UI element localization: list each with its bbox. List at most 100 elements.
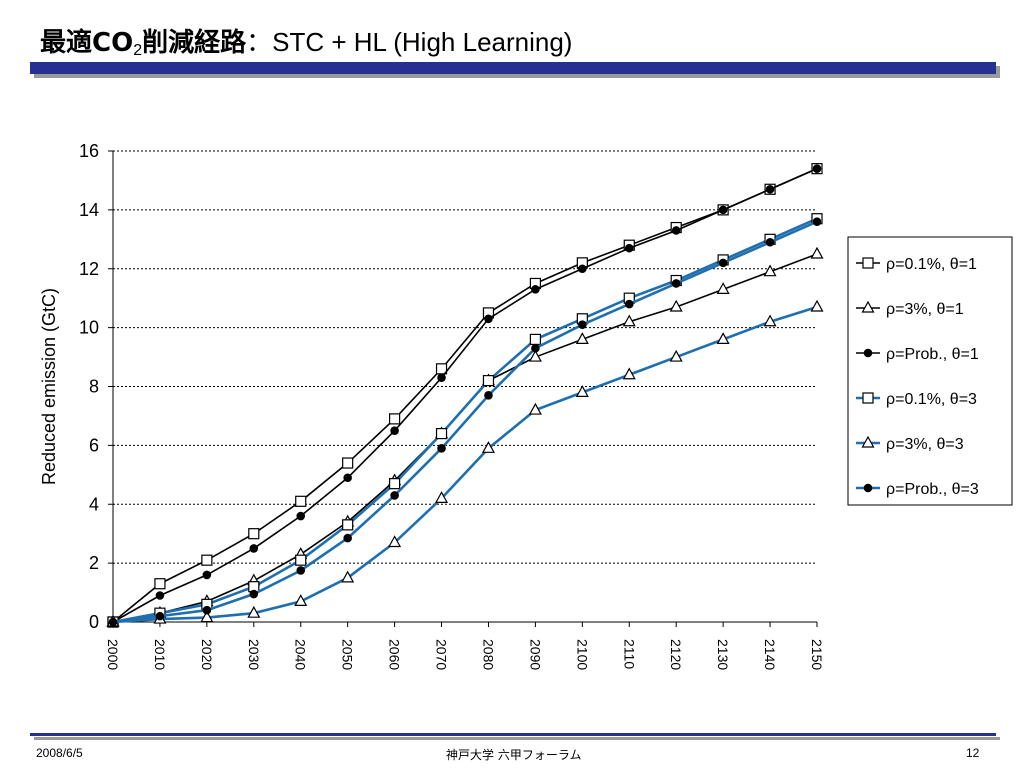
data-point <box>249 544 259 553</box>
x-tick-label: 2100 <box>574 639 590 670</box>
legend-item: ρ=3%, θ=1 <box>856 300 964 318</box>
data-point <box>342 519 354 531</box>
data-point <box>812 164 822 173</box>
legend-item: ρ=0.1%, θ=1 <box>856 256 977 273</box>
data-point <box>578 320 587 329</box>
y-tick-label: 8 <box>89 377 99 397</box>
x-tick-label: 2120 <box>668 639 684 670</box>
x-tick-label: 2130 <box>715 639 731 670</box>
y-tick-label: 16 <box>79 141 99 161</box>
data-point <box>294 594 308 606</box>
data-point <box>202 605 212 615</box>
series-line <box>112 167 818 623</box>
title-japanese-b: 削減経路 <box>142 28 247 58</box>
data-point <box>389 478 401 490</box>
legend-marker <box>861 300 875 313</box>
data-point <box>671 279 681 288</box>
data-point <box>669 299 683 312</box>
data-point <box>437 373 446 382</box>
data-point <box>390 491 399 500</box>
data-point <box>295 554 307 566</box>
x-tick-label: 2150 <box>809 639 825 670</box>
title-english: STC + HL (High Learning) <box>272 27 573 57</box>
legend-item: ρ=Prob., θ=1 <box>856 346 979 363</box>
chart-axes: 0 2 4 6 8 10 12 14 16 2000 2010 2020 2030 2040 2050 206… <box>39 141 825 670</box>
legend-item: ρ=3%, θ=3 <box>856 435 964 453</box>
data-point <box>578 264 587 274</box>
data-point <box>810 299 824 312</box>
series-2 <box>108 164 822 627</box>
data-point <box>531 285 540 294</box>
data-point <box>482 375 495 387</box>
chart-legend: ρ=0.1%, θ=1 ρ=3%, θ=1 ρ=Prob., θ=1 ρ=0.1%, … <box>847 236 1013 506</box>
slide-title: 最適CO2削減経路：STC + HL (High Learning) <box>40 22 572 60</box>
data-point <box>718 258 728 268</box>
data-point <box>435 428 448 440</box>
series-line <box>112 167 818 623</box>
series-line <box>112 305 818 624</box>
x-tick-label: 2110 <box>621 639 637 669</box>
y-tick-label: 6 <box>89 435 99 455</box>
data-point <box>763 264 777 277</box>
series-0 <box>107 163 823 628</box>
x-tick-label: 2090 <box>527 639 543 670</box>
data-point <box>388 535 402 548</box>
data-point <box>575 332 589 344</box>
page-number: 12 <box>966 746 980 760</box>
data-point <box>671 226 681 235</box>
series-1 <box>106 246 824 627</box>
legend-label: ρ=Prob., θ=1 <box>886 346 979 363</box>
y-axis-label: Reduced emission (GtC) <box>39 288 59 485</box>
data-point <box>575 385 589 397</box>
grid-lines <box>113 150 817 564</box>
legend-label: ρ=0.1%, θ=1 <box>886 256 977 273</box>
data-point <box>484 391 493 400</box>
x-tick-label: 2000 <box>105 639 121 670</box>
data-point <box>716 332 730 344</box>
x-tick-label: 2020 <box>199 639 215 670</box>
data-point <box>484 314 493 324</box>
data-point <box>624 299 634 309</box>
y-tick-label: 10 <box>79 318 99 338</box>
data-point <box>718 205 728 215</box>
series-line <box>112 217 818 624</box>
title-divider-bar <box>30 62 996 74</box>
legend-item: ρ=Prob., θ=3 <box>856 481 979 498</box>
legend-label: ρ=3%, θ=3 <box>886 436 964 453</box>
data-point <box>343 473 352 483</box>
data-point <box>155 611 165 621</box>
data-point <box>765 237 775 247</box>
legend-label: ρ=Prob., θ=3 <box>886 481 979 498</box>
data-point <box>622 367 636 380</box>
data-point <box>295 495 307 507</box>
data-point <box>155 591 165 600</box>
chart-series <box>106 163 824 628</box>
data-point <box>296 511 306 521</box>
data-point <box>529 333 542 345</box>
legend-label: ρ=3%, θ=1 <box>886 301 964 318</box>
legend-label: ρ=0.1%, θ=3 <box>886 391 977 408</box>
title-colon: ： <box>246 27 273 57</box>
footer-date: 2008/6/5 <box>36 746 83 760</box>
legend-marker <box>861 435 875 448</box>
data-point <box>716 282 730 294</box>
legend-box <box>847 236 1013 506</box>
data-point <box>201 554 213 566</box>
data-point <box>296 566 306 575</box>
data-point <box>528 349 542 362</box>
data-point <box>531 343 540 353</box>
data-point <box>763 314 777 327</box>
x-tick-label: 2060 <box>387 639 403 670</box>
data-point <box>154 578 166 590</box>
x-tick-label: 2140 <box>762 639 778 670</box>
x-tick-label: 2010 <box>152 639 168 670</box>
data-point <box>481 441 495 453</box>
x-tick-label: 2050 <box>340 639 356 670</box>
title-japanese-a: 最適CO <box>40 28 134 58</box>
legend-marker <box>862 392 874 404</box>
data-point <box>248 528 260 540</box>
y-tick-label: 4 <box>89 494 99 514</box>
data-point <box>765 184 775 194</box>
data-point <box>202 570 212 580</box>
